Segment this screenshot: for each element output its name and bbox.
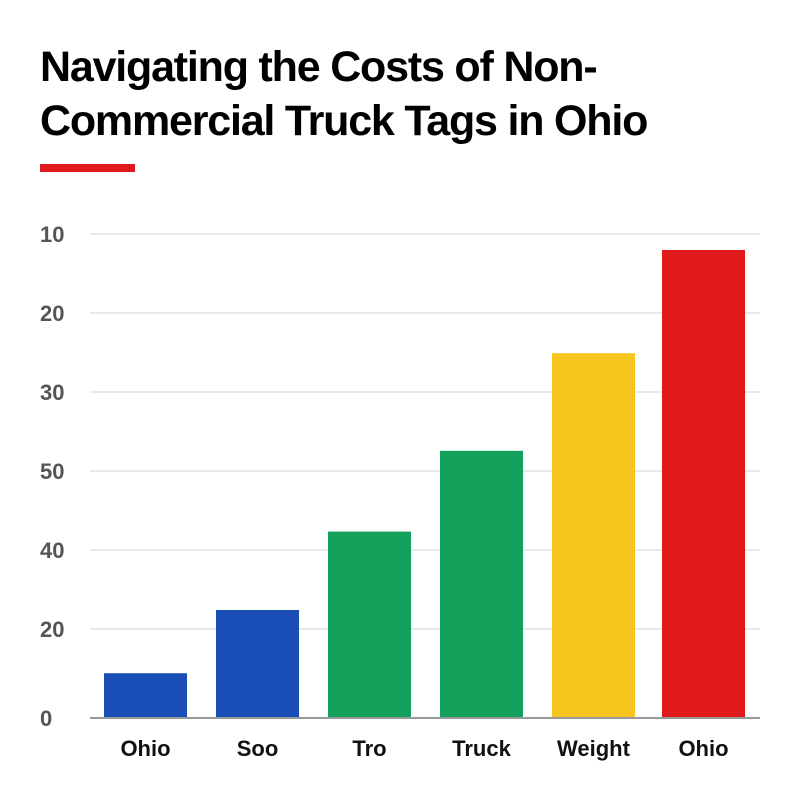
y-tick-label: 20 xyxy=(40,301,64,326)
bar-truck xyxy=(440,450,523,718)
x-category-label: Tro xyxy=(352,736,386,761)
y-tick-label: 30 xyxy=(40,380,64,405)
y-tick-label: 40 xyxy=(40,538,64,563)
x-category-label: Weight xyxy=(557,736,631,761)
chart-title: Navigating the Costs of Non-Commercial T… xyxy=(40,43,648,145)
x-category-label: Ohio xyxy=(678,736,728,761)
y-tick-label: 50 xyxy=(40,459,64,484)
bar-ohio xyxy=(662,250,745,718)
title-accent-bar xyxy=(40,164,135,172)
bar-soo xyxy=(216,610,299,718)
bar-weight xyxy=(552,353,635,718)
bar-ohio xyxy=(104,673,187,718)
x-category-label: Ohio xyxy=(120,736,170,761)
bar-tro xyxy=(328,531,411,718)
y-tick-label: 20 xyxy=(40,617,64,642)
y-tick-label: 0 xyxy=(40,706,52,731)
y-tick-label: 10 xyxy=(40,222,64,247)
x-category-label: Truck xyxy=(452,736,511,761)
x-category-label: Soo xyxy=(237,736,279,761)
